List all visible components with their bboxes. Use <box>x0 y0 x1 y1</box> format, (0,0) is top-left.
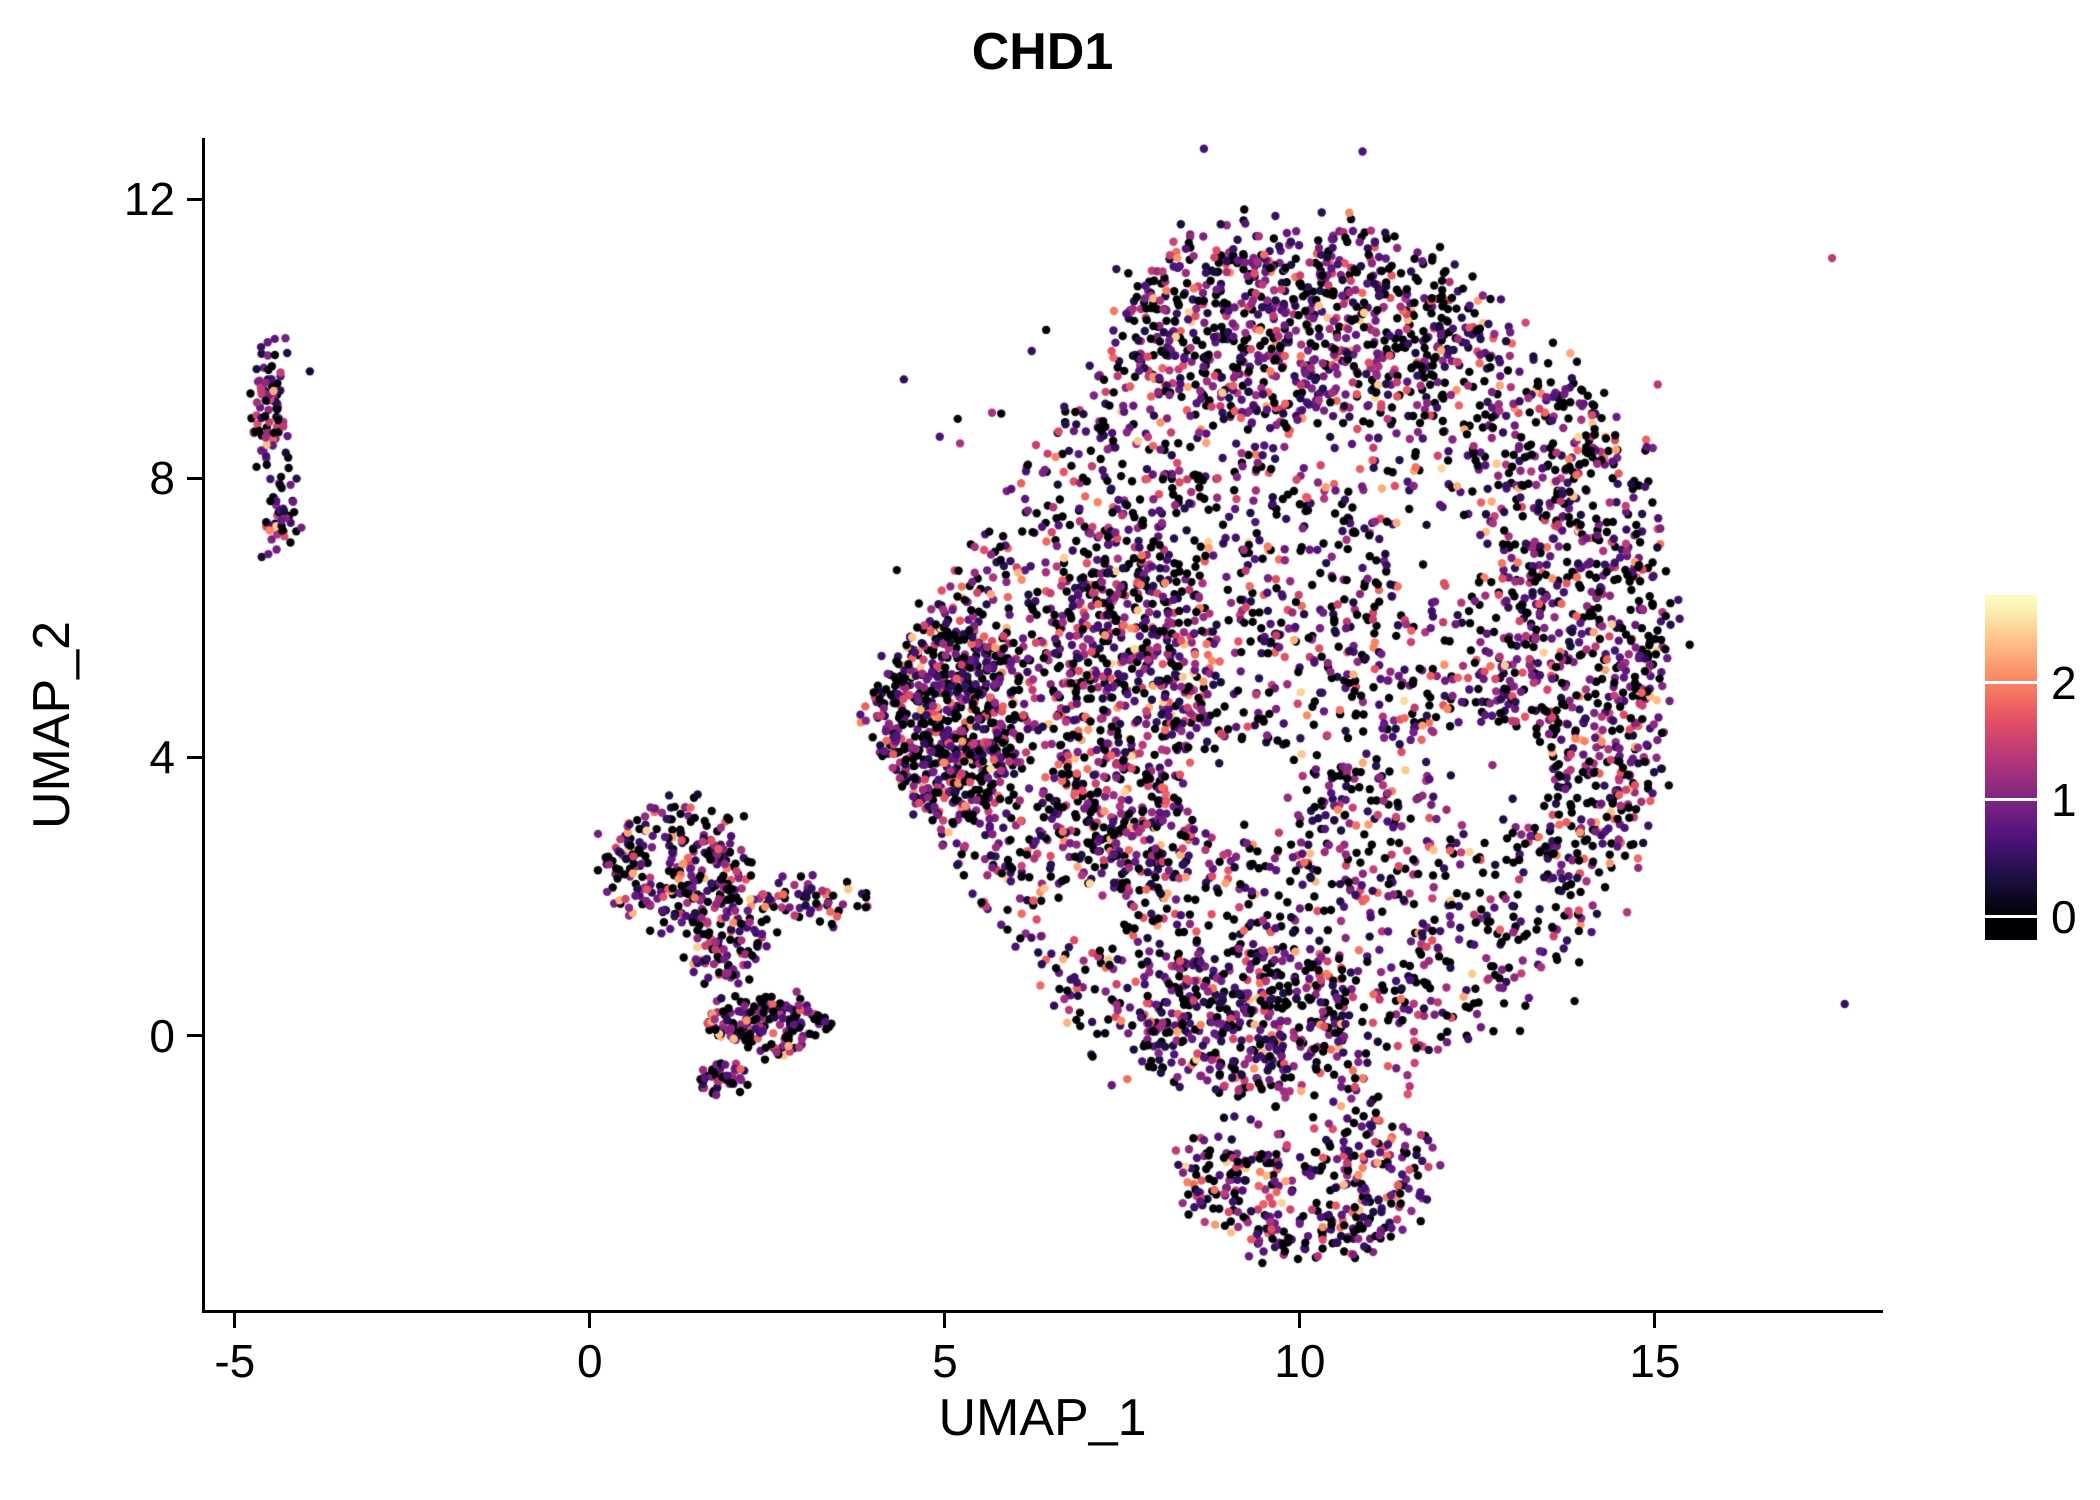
scatter-points-canvas <box>205 140 1880 1310</box>
y-tick-mark <box>187 476 202 480</box>
y-tick-label: 8 <box>149 452 175 505</box>
x-tick-label: 10 <box>1274 1335 1326 1387</box>
y-tick-mark <box>187 755 202 759</box>
y-axis-line <box>202 138 205 1313</box>
x-tick-mark <box>233 1313 237 1328</box>
x-tick-label: -5 <box>214 1335 256 1387</box>
x-tick-mark <box>1653 1313 1657 1328</box>
plot-title: CHD1 <box>971 23 1114 81</box>
colorbar-gradient <box>1985 595 2037 940</box>
y-tick-label: 0 <box>149 1009 175 1062</box>
y-tick-label: 12 <box>123 173 175 226</box>
x-tick-label: 15 <box>1629 1335 1681 1387</box>
y-axis-label: UMAP_2 <box>23 620 81 830</box>
colorbar: 0 1 2 <box>1985 595 2077 942</box>
x-tick-mark <box>588 1313 592 1328</box>
x-tick-label: 5 <box>932 1335 958 1387</box>
y-tick-mark <box>187 197 202 201</box>
colorbar-tick-mark <box>1985 681 2037 685</box>
x-tick-mark <box>943 1313 947 1328</box>
y-tick-mark <box>187 1034 202 1038</box>
colorbar-tick-label: 1 <box>2051 773 2077 826</box>
x-axis-line <box>202 1310 1883 1313</box>
colorbar-tick-label: 0 <box>2051 890 2077 943</box>
colorbar-tick-label: 2 <box>2051 656 2077 709</box>
x-tick-label: 0 <box>577 1335 603 1387</box>
y-tick-label: 4 <box>149 731 175 784</box>
x-axis-label: UMAP_1 <box>938 1389 1147 1447</box>
x-tick-mark <box>1298 1313 1302 1328</box>
colorbar-tick-mark <box>1985 915 2037 919</box>
colorbar-tick-mark <box>1985 798 2037 802</box>
